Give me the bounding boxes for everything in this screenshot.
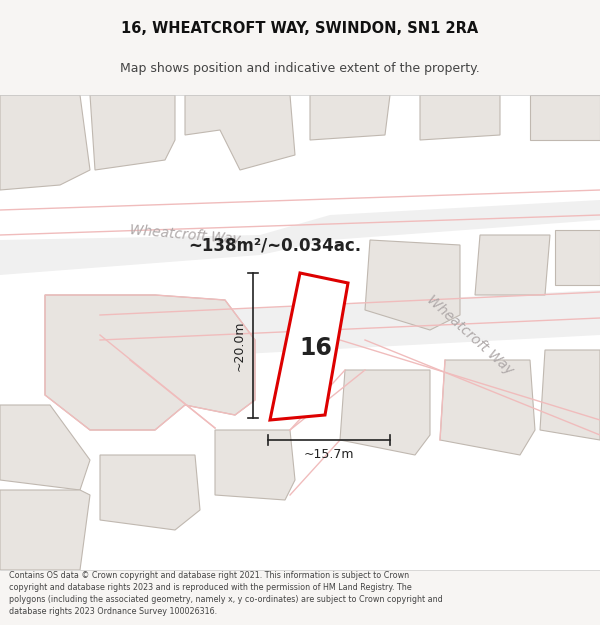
Polygon shape bbox=[440, 360, 535, 455]
Polygon shape bbox=[0, 200, 600, 275]
Polygon shape bbox=[555, 230, 600, 285]
Text: 16: 16 bbox=[299, 336, 332, 360]
Text: 16, WHEATCROFT WAY, SWINDON, SN1 2RA: 16, WHEATCROFT WAY, SWINDON, SN1 2RA bbox=[121, 21, 479, 36]
Polygon shape bbox=[0, 490, 90, 570]
Text: Contains OS data © Crown copyright and database right 2021. This information is : Contains OS data © Crown copyright and d… bbox=[9, 571, 443, 616]
Polygon shape bbox=[540, 350, 600, 440]
Polygon shape bbox=[95, 290, 600, 360]
Polygon shape bbox=[215, 430, 295, 500]
Text: Wheatcroft Way: Wheatcroft Way bbox=[129, 223, 241, 247]
Polygon shape bbox=[185, 95, 295, 170]
Text: ~138m²/~0.034ac.: ~138m²/~0.034ac. bbox=[188, 236, 362, 254]
Polygon shape bbox=[530, 95, 600, 140]
Text: ~15.7m: ~15.7m bbox=[304, 449, 354, 461]
Polygon shape bbox=[45, 295, 255, 430]
Polygon shape bbox=[0, 95, 90, 190]
Text: Wheatcroft Way: Wheatcroft Way bbox=[424, 292, 516, 378]
Polygon shape bbox=[270, 273, 348, 420]
Polygon shape bbox=[365, 240, 460, 330]
Polygon shape bbox=[0, 405, 90, 490]
Polygon shape bbox=[340, 370, 430, 455]
Polygon shape bbox=[420, 95, 500, 140]
Polygon shape bbox=[100, 455, 200, 530]
Polygon shape bbox=[475, 235, 550, 295]
Text: ~20.0m: ~20.0m bbox=[233, 320, 245, 371]
Polygon shape bbox=[310, 95, 390, 140]
Polygon shape bbox=[90, 95, 175, 170]
Text: Map shows position and indicative extent of the property.: Map shows position and indicative extent… bbox=[120, 62, 480, 75]
